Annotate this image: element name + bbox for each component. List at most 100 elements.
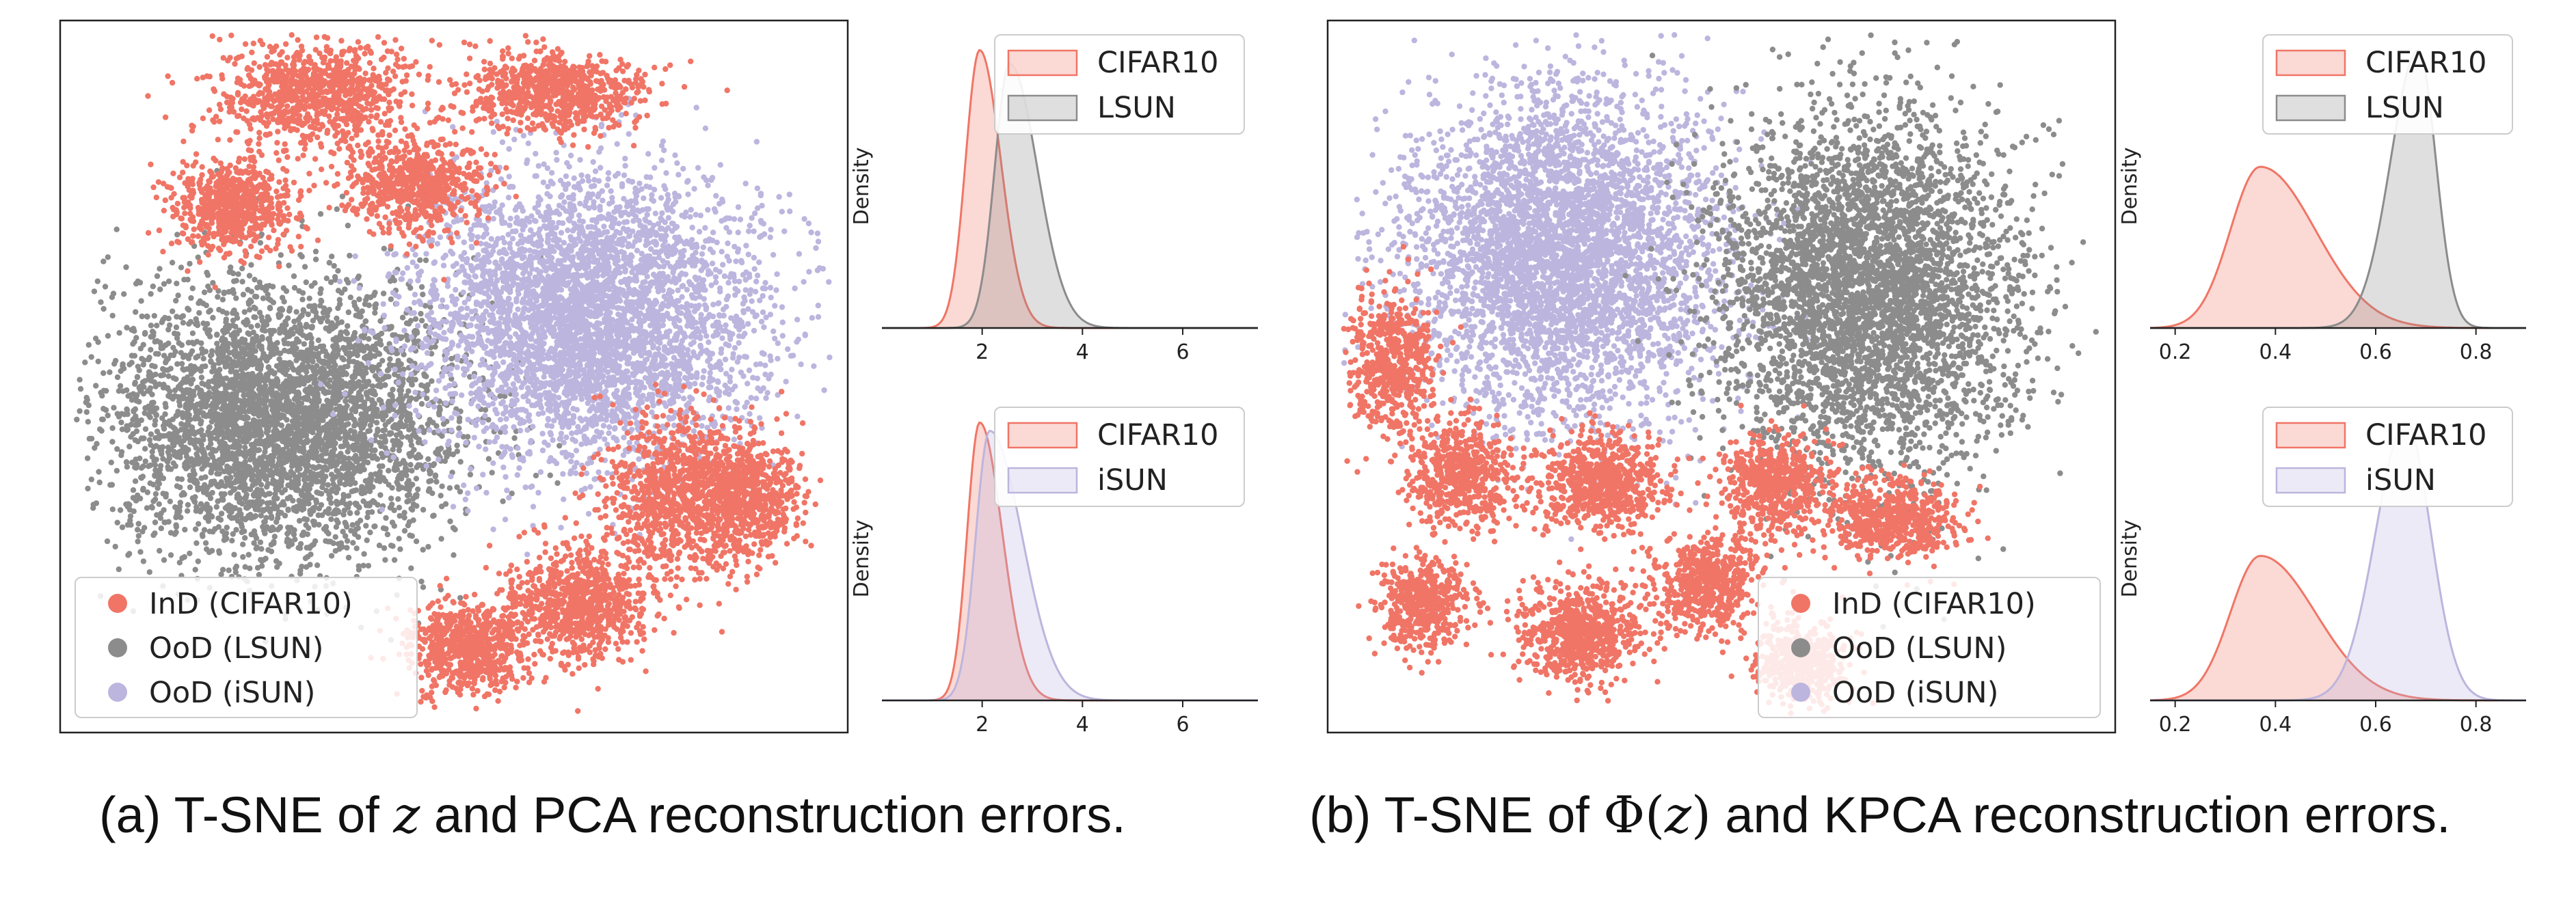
data-point [155,351,161,357]
data-point [295,381,301,387]
data-point [165,340,172,346]
data-point [91,288,98,295]
data-point [263,556,269,562]
data-point [185,435,191,441]
data-point [194,322,201,329]
data-point [332,428,338,435]
data-point [196,310,202,316]
data-point [749,298,755,304]
data-point [372,310,378,316]
data-point [132,437,139,443]
data-point [286,398,292,405]
data-point [329,488,335,494]
data-point [379,357,386,364]
data-point [273,376,280,382]
data-point [127,513,134,519]
data-point [77,408,83,414]
data-point [161,281,167,287]
data-point [321,305,327,312]
data-point [335,268,341,274]
data-point [364,446,370,452]
data-point [130,487,137,493]
data-point [271,450,278,456]
data-point [105,333,111,339]
data-point [399,314,406,320]
data-point [99,392,105,399]
data-point [104,538,111,545]
data-point [307,482,313,488]
data-point [185,422,192,428]
data-point [142,329,148,336]
data-point [762,279,768,286]
data-point [139,487,146,493]
data-point [271,501,277,507]
data-point [233,374,239,381]
data-point [85,402,92,409]
data-point [268,419,274,425]
data-point [133,456,139,463]
data-point [152,435,159,441]
data-point [200,355,206,361]
data-point [399,406,405,413]
data-point [207,430,213,437]
data-point [368,388,374,395]
data-point [170,308,176,314]
data-point [180,320,187,326]
data-point [165,466,172,472]
data-point [325,421,331,428]
data-point [281,381,287,387]
data-point [211,395,217,401]
data-point [302,555,309,562]
data-point [413,476,420,482]
data-point [223,530,230,536]
data-point [306,500,312,507]
data-point [420,291,426,298]
data-point [124,325,130,331]
data-point [100,258,107,264]
data-point [107,369,113,375]
data-point [256,279,263,286]
data-point [645,151,652,157]
data-point [290,347,296,353]
data-point [340,356,347,363]
data-point [271,400,278,407]
data-point [226,402,233,409]
data-point [364,459,371,466]
data-point [356,344,362,351]
data-point [152,338,158,345]
data-point [360,438,366,444]
data-point [352,253,358,260]
data-point [298,491,305,497]
data-point [343,533,349,539]
data-point [376,463,383,469]
data-point [278,252,284,258]
data-point [142,446,148,452]
data-point [500,498,506,504]
data-point [232,329,238,336]
data-point [272,480,278,487]
data-point [425,488,432,494]
data-point [160,475,167,482]
data-point [296,368,302,374]
data-point [444,454,450,460]
data-point [299,290,306,296]
data-point [308,375,314,381]
data-point [375,383,381,389]
data-point [170,460,176,466]
data-point [288,378,295,385]
data-point [372,447,378,454]
data-point [284,495,291,502]
data-point [354,457,361,464]
data-point [277,351,284,357]
data-point [202,452,208,459]
data-point [247,565,253,571]
data-point [237,507,243,513]
data-point [401,528,408,534]
data-point [304,396,310,402]
data-point [348,528,354,534]
data-point [202,398,208,405]
data-point [183,379,189,385]
data-point [161,353,167,359]
data-point [299,456,305,463]
data-point [343,436,349,443]
